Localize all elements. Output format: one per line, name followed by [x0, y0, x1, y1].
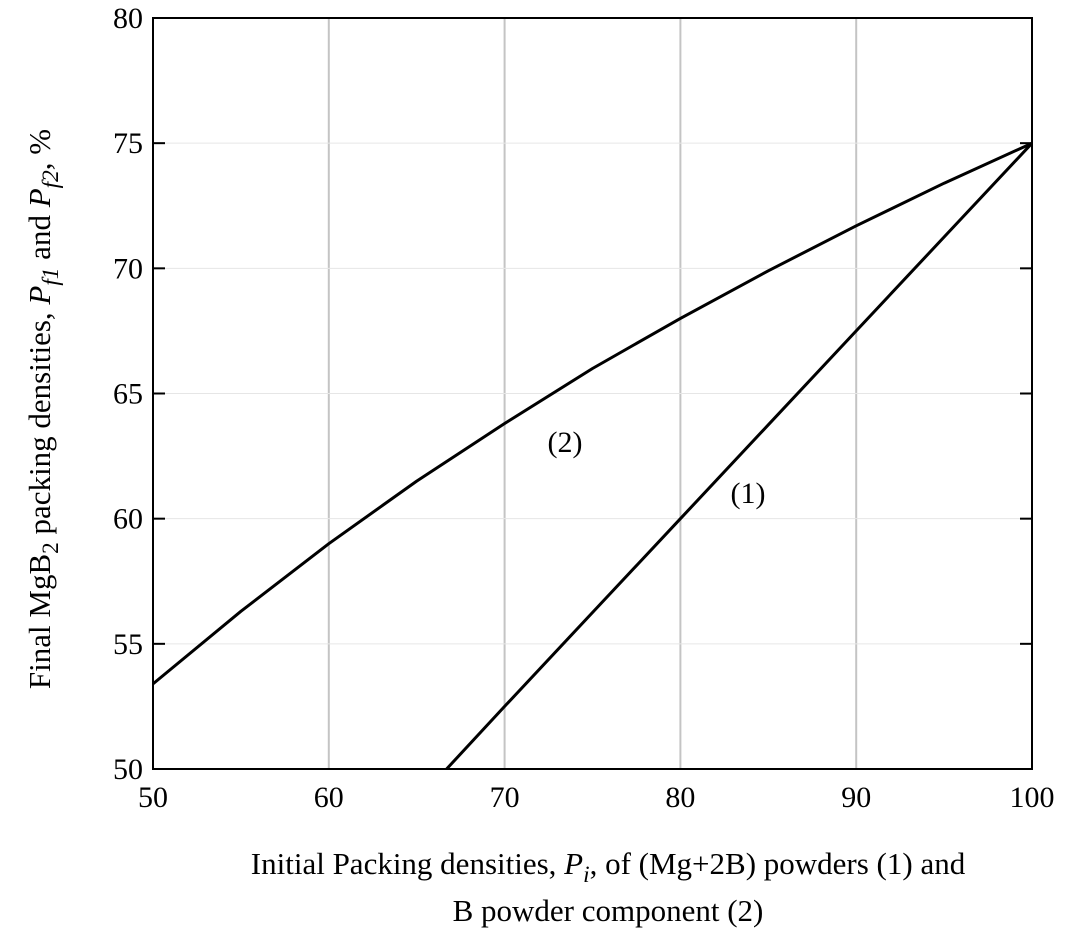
x-axis-label-post: , of (Mg+2B) powders (1) and — [589, 846, 966, 881]
x-tick-label: 80 — [665, 781, 695, 814]
y-tick-label: 55 — [113, 628, 143, 661]
x-tick-label: 100 — [1010, 781, 1055, 814]
grid — [153, 18, 1032, 769]
y-tick-label: 70 — [113, 252, 143, 285]
y-axis-label-sub1: f1 — [38, 267, 65, 286]
y-tick-label: 50 — [113, 753, 143, 786]
series-1-label: (1) — [731, 477, 766, 510]
y-axis-label: Final MgB2 packing densities, Pf1 and Pf… — [22, 39, 64, 779]
x-axis-label-line2-text: B powder component (2) — [452, 893, 764, 928]
y-axis-label-post: , % — [22, 128, 57, 171]
series-2-line — [152, 141, 1033, 686]
y-axis-label-pre: Final MgB — [22, 553, 57, 690]
y-axis-label-sub2: f2 — [38, 170, 65, 189]
x-axis-label-pre: Initial Packing densities, — [250, 846, 565, 881]
x-axis-label-line1: Initial Packing densities, Pi, of (Mg+2B… — [150, 846, 1066, 887]
x-tick-label: 70 — [490, 781, 520, 814]
y-tick-label: 65 — [113, 378, 143, 411]
x-tick-label: 60 — [314, 781, 344, 814]
series-1-line — [445, 142, 1034, 771]
series-layer — [152, 141, 1034, 771]
x-axis-label-sub: i — [583, 862, 590, 889]
y-tick-label: 75 — [113, 127, 143, 160]
y-axis-label-mid: packing densities, — [22, 304, 57, 543]
y-axis-label-and: and — [22, 207, 57, 268]
x-axis-label-line2: B powder component (2) — [150, 894, 1066, 928]
y-axis-label-var1: P — [22, 285, 57, 305]
x-tick-label: 90 — [841, 781, 871, 814]
ticks: 50 60 70 80 90 100 50 55 60 65 70 75 80 — [113, 2, 1055, 814]
series-2-label: (2) — [548, 426, 583, 459]
y-axis-label-var2: P — [22, 188, 57, 208]
y-tick-label: 80 — [113, 2, 143, 35]
y-axis-label-mg-sub: 2 — [38, 542, 65, 554]
x-axis-label-var: P — [564, 846, 584, 881]
y-tick-label: 60 — [113, 503, 143, 536]
x-tick-label: 50 — [138, 781, 168, 814]
